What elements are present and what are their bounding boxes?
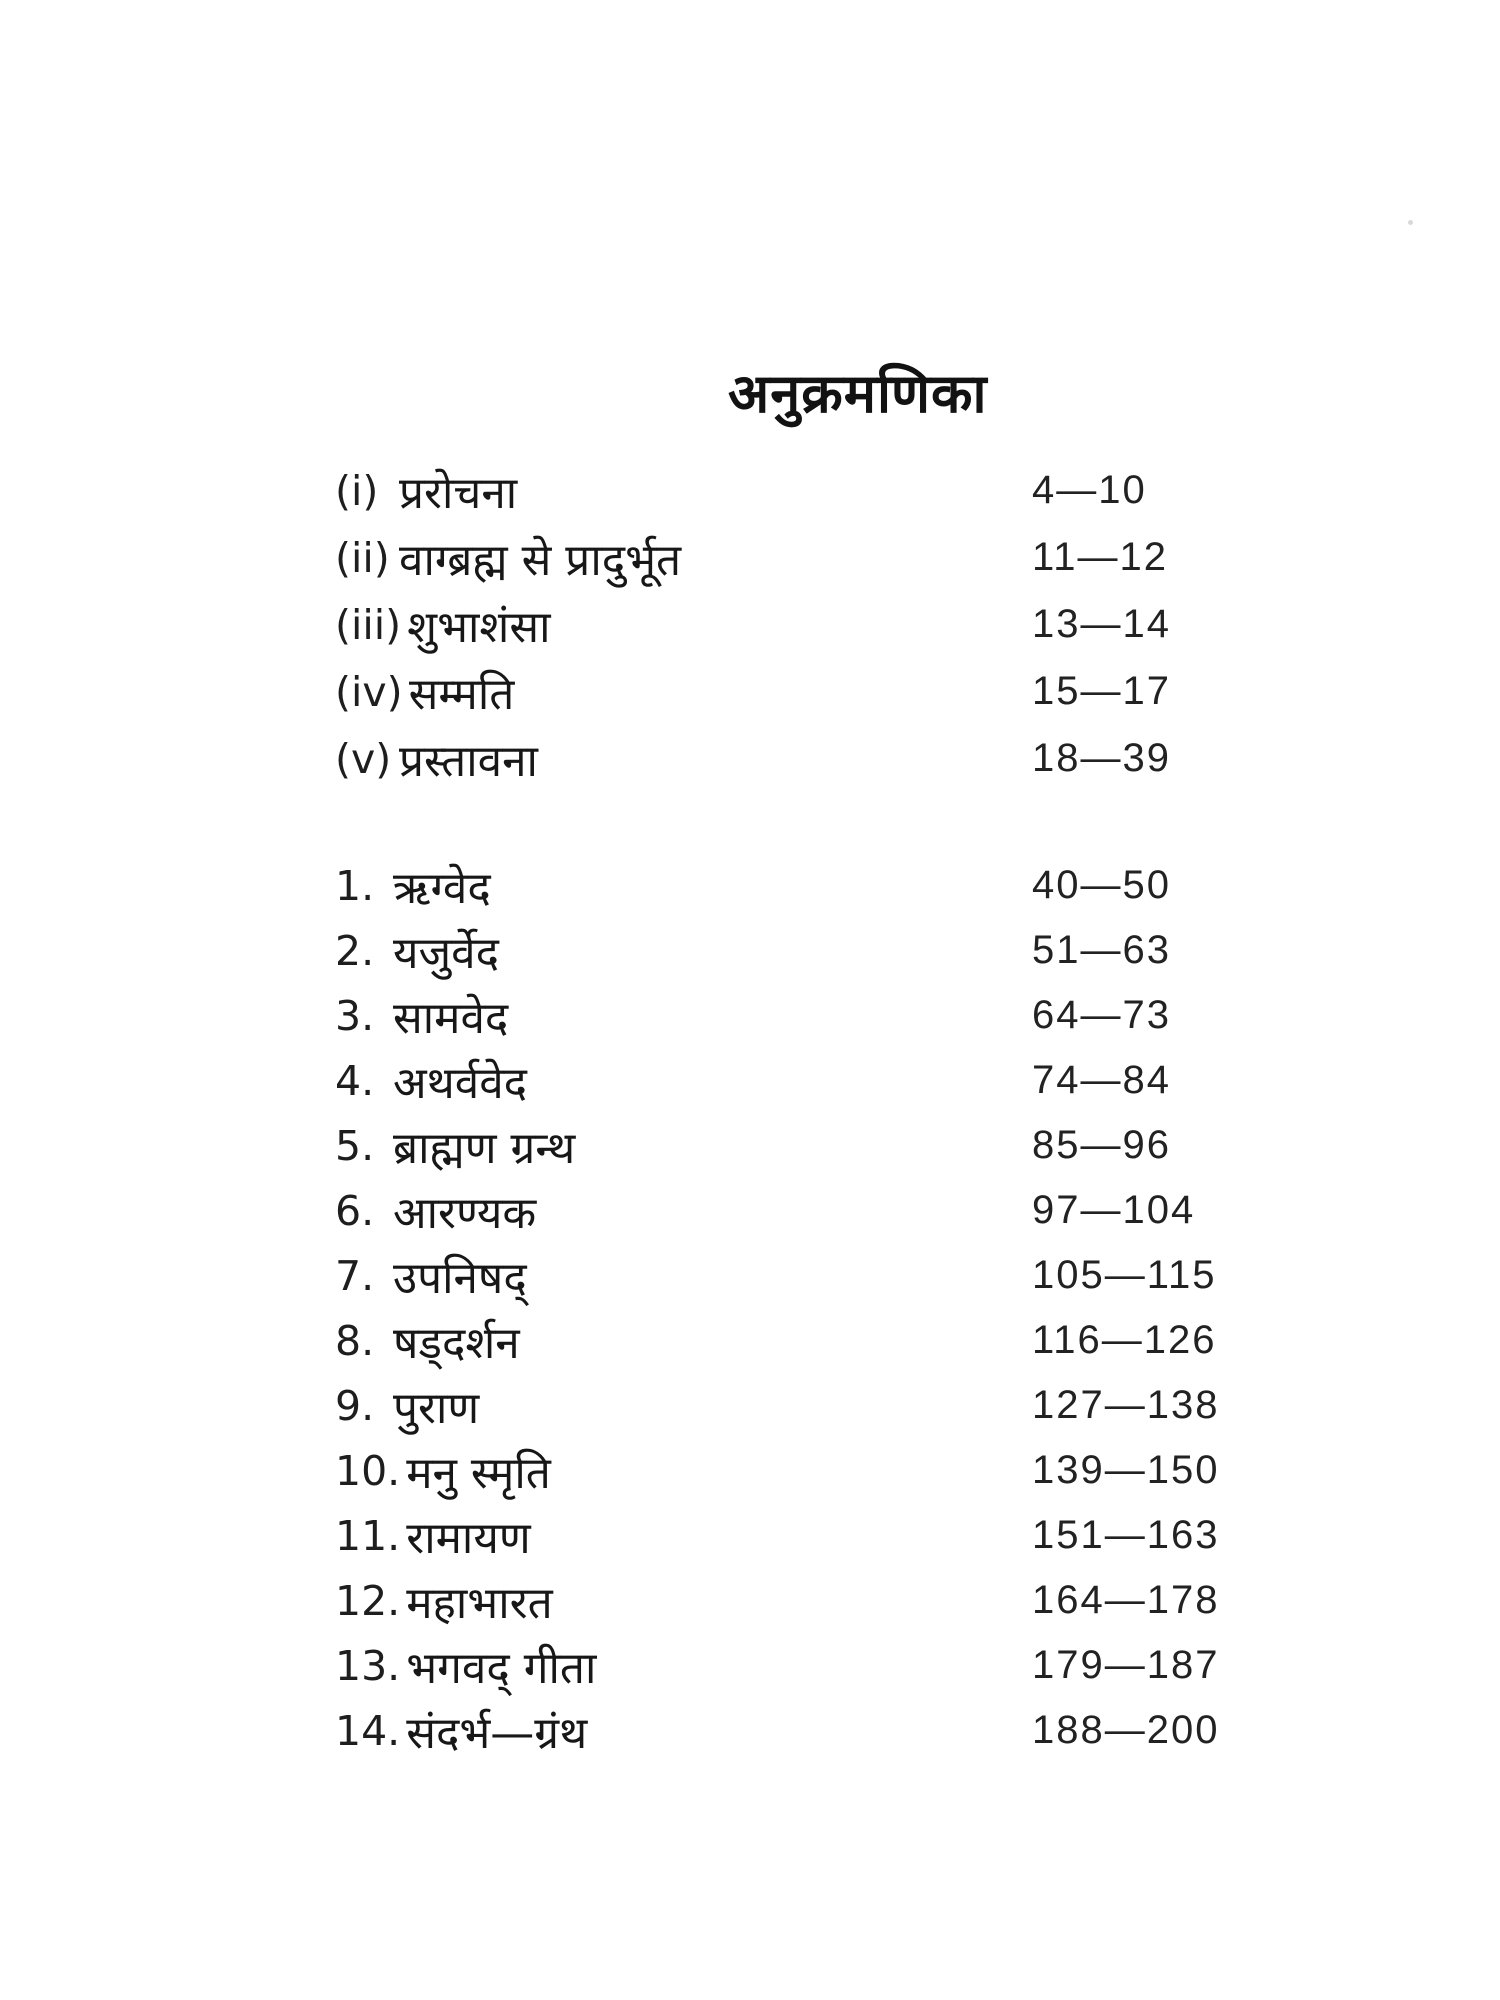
toc-item-title: अथर्ववेद [393, 1057, 528, 1109]
toc-item-marker: (iv) [335, 667, 403, 716]
toc-item-title: वाग्ब्रह्म से प्रादुर्भूत [399, 534, 682, 586]
toc-item-title: सम्मति [408, 668, 515, 720]
toc-item-title: आरण्यक [393, 1187, 537, 1239]
toc-row: 9. पुराण 127—138 [335, 1373, 1260, 1438]
toc-item-pages: 164—178 [1032, 1578, 1220, 1622]
toc-item-title: ब्राह्मण ग्रन्थ [393, 1122, 576, 1174]
toc-item-title: प्रस्तावना [399, 735, 538, 787]
toc-item-pages: 40—50 [1032, 863, 1171, 907]
toc-item-title: रामायण [406, 1512, 531, 1564]
toc-item-marker: (i) [335, 466, 379, 515]
toc-item-marker: (ii) [335, 533, 390, 582]
toc-row: 6. आरण्यक 97—104 [335, 1178, 1260, 1243]
toc-item-title: भगवद् गीता [406, 1642, 597, 1694]
toc-row: 10. मनु स्मृति 139—150 [335, 1438, 1260, 1503]
toc-item-pages: 11—12 [1032, 535, 1169, 579]
toc-item-marker: 13. [335, 1641, 401, 1690]
toc-item-marker: 11. [335, 1511, 401, 1560]
toc-row: 11. रामायण 151—163 [335, 1503, 1260, 1568]
toc-item-title: संदर्भ—ग्रंथ [406, 1707, 588, 1759]
front-matter-list: (i) प्ररोचना 4—10 (ii) वाग्ब्रह्म से प्र… [335, 457, 1260, 792]
toc-item-pages: 85—96 [1032, 1123, 1171, 1167]
toc-item-marker: 14. [335, 1706, 401, 1755]
toc-row: 3. सामवेद 64—73 [335, 983, 1260, 1048]
toc-item-title: सामवेद [393, 992, 509, 1044]
toc-item-title: पुराण [393, 1382, 480, 1434]
toc-item-marker: 8. [335, 1316, 375, 1365]
toc-item-marker: 10. [335, 1446, 401, 1495]
toc-item-marker: (v) [335, 734, 392, 783]
toc-item-pages: 74—84 [1032, 1058, 1171, 1102]
toc-row: 7. उपनिषद् 105—115 [335, 1243, 1260, 1308]
toc-row: (iii) शुभाशंसा 13—14 [335, 591, 1260, 658]
scan-noise-dot [1408, 220, 1413, 225]
toc-row: 8. षड्दर्शन 116—126 [335, 1308, 1260, 1373]
chapter-list: 1. ऋग्वेद 40—50 2. यजुर्वेद 51—63 3. साम… [335, 853, 1260, 1763]
page-title: अनुक्रमणिका [728, 362, 988, 426]
toc-row: 13. भगवद् गीता 179—187 [335, 1633, 1260, 1698]
toc-item-pages: 139—150 [1032, 1448, 1220, 1492]
toc-item-pages: 4—10 [1032, 468, 1147, 512]
toc-row: (v) प्रस्तावना 18—39 [335, 725, 1260, 792]
toc-row: 2. यजुर्वेद 51—63 [335, 918, 1260, 983]
toc-item-title: उपनिषद् [393, 1252, 527, 1304]
toc-item-pages: 179—187 [1032, 1643, 1220, 1687]
toc-item-marker: 1. [335, 861, 375, 910]
toc-item-pages: 64—73 [1032, 993, 1171, 1037]
toc-item-marker: 7. [335, 1251, 375, 1300]
toc-item-marker: 9. [335, 1381, 375, 1430]
toc-item-pages: 116—126 [1032, 1318, 1217, 1362]
toc-item-pages: 15—17 [1032, 669, 1171, 713]
toc-item-marker: 12. [335, 1576, 401, 1625]
toc-item-marker: 4. [335, 1056, 375, 1105]
toc-item-pages: 51—63 [1032, 928, 1171, 972]
toc-row: 5. ब्राह्मण ग्रन्थ 85—96 [335, 1113, 1260, 1178]
toc-row: (i) प्ररोचना 4—10 [335, 457, 1260, 524]
toc-item-marker: 2. [335, 926, 375, 975]
toc-item-pages: 97—104 [1032, 1188, 1196, 1232]
toc-item-title: प्ररोचना [399, 467, 518, 519]
toc-item-marker: 3. [335, 991, 375, 1040]
toc-row: (ii) वाग्ब्रह्म से प्रादुर्भूत 11—12 [335, 524, 1260, 591]
toc-item-pages: 105—115 [1032, 1253, 1217, 1297]
toc-item-marker: 5. [335, 1121, 375, 1170]
toc-item-title: यजुर्वेद [393, 927, 499, 979]
toc-row: (iv) सम्मति 15—17 [335, 658, 1260, 725]
toc-item-pages: 18—39 [1032, 736, 1171, 780]
toc-row: 4. अथर्ववेद 74—84 [335, 1048, 1260, 1113]
toc-row: 12. महाभारत 164—178 [335, 1568, 1260, 1633]
toc-item-title: मनु स्मृति [406, 1447, 551, 1499]
toc-item-title: षड्दर्शन [393, 1317, 520, 1369]
toc-item-title: शुभाशंसा [407, 601, 551, 653]
toc-item-title: महाभारत [406, 1577, 553, 1629]
toc-item-marker: 6. [335, 1186, 375, 1235]
toc-row: 1. ऋग्वेद 40—50 [335, 853, 1260, 918]
toc-item-pages: 188—200 [1032, 1708, 1220, 1752]
toc-row: 14. संदर्भ—ग्रंथ 188—200 [335, 1698, 1260, 1763]
toc-item-marker: (iii) [335, 600, 402, 649]
toc-item-title: ऋग्वेद [393, 862, 491, 914]
toc-item-pages: 127—138 [1032, 1383, 1220, 1427]
toc-item-pages: 151—163 [1032, 1513, 1220, 1557]
toc-item-pages: 13—14 [1032, 602, 1171, 646]
